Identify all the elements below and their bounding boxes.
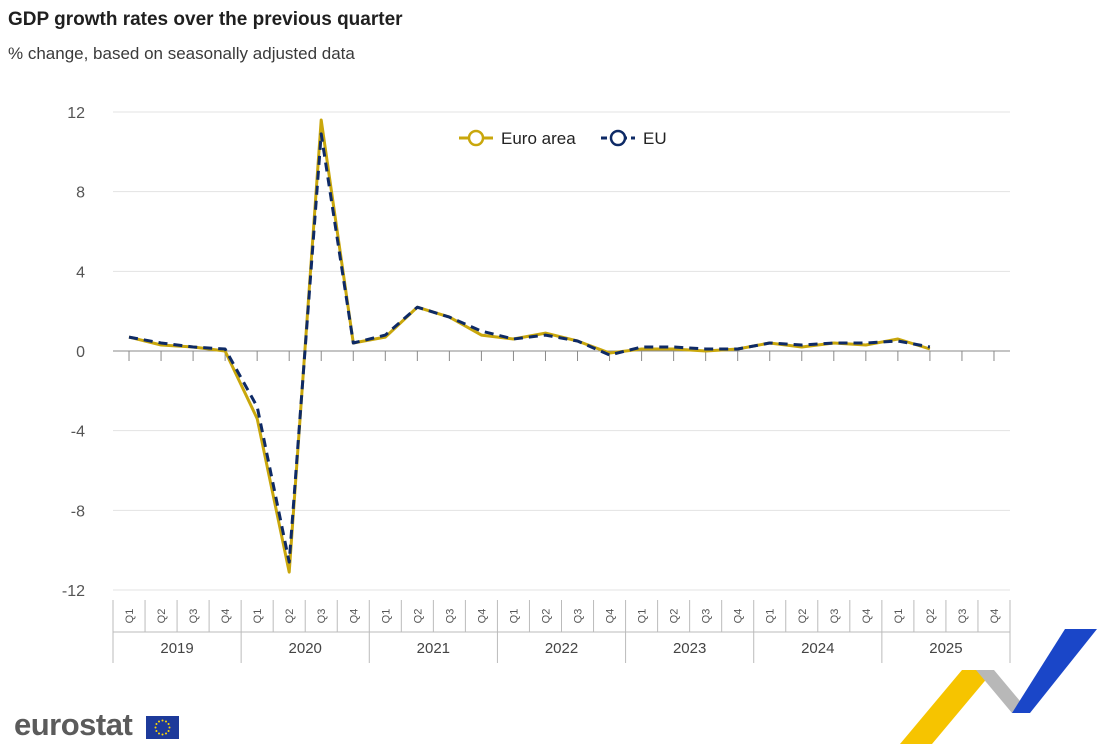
y-tick-label: 0 (76, 344, 85, 361)
quarter-tick-label: Q2 (797, 609, 809, 624)
y-axis: 12 8 4 0 -4 -8 -12 (62, 105, 85, 600)
flag-star (167, 723, 170, 725)
flag-star (155, 723, 158, 725)
year-tick-label: 2025 (929, 640, 962, 657)
quarter-tick-label: Q1 (637, 609, 649, 624)
flag-star (165, 732, 167, 735)
quarter-tick-label: Q4 (348, 609, 360, 624)
quarter-tick-label: Q1 (252, 609, 264, 624)
quarter-tick-label: Q2 (925, 609, 937, 624)
quarter-tick-label: Q1 (124, 609, 136, 624)
eu-flag-icon (146, 716, 179, 739)
eurostat-logo-text: eurostat (14, 707, 133, 742)
y-tick-label: -4 (71, 424, 85, 441)
quarter-tick-label: Q3 (701, 609, 713, 624)
quarter-tick-label: Q3 (188, 609, 200, 624)
flag-star (168, 726, 171, 729)
year-tick-label: 2023 (673, 640, 706, 657)
quarter-tick-label: Q2 (412, 609, 424, 624)
year-tick-label: 2019 (160, 640, 193, 657)
y-tick-label: -8 (71, 503, 85, 520)
legend-circle-marker (467, 129, 485, 147)
legend-circle-marker (609, 129, 627, 147)
y-tick-label: 8 (76, 185, 85, 202)
flag-star (167, 730, 170, 732)
legend-item-label: Euro area (501, 129, 576, 148)
series-line-euro-area (128, 118, 931, 574)
y-tick-label: 4 (76, 264, 85, 281)
flag-star (158, 720, 160, 723)
quarter-tick-label: Q3 (957, 609, 969, 624)
legend: Euro area EU (459, 129, 667, 148)
year-tick-label: 2024 (801, 640, 834, 657)
x-axis: Q1 Q2 Q3 Q4 2019 Q1 Q2 Q3 Q4 2020 Q1 Q2 Q3 Q4 2021 Q1 Q2… (112, 350, 1011, 663)
quarter-tick-label: Q2 (669, 609, 681, 624)
quarter-tick-label: Q4 (476, 609, 488, 624)
flag-star (161, 733, 164, 736)
quarter-tick-label: Q3 (444, 609, 456, 624)
year-tick-label: 2022 (545, 640, 578, 657)
flag-star (161, 719, 164, 722)
quarter-tick-label: Q2 (284, 609, 296, 624)
quarter-tick-label: Q3 (316, 609, 328, 624)
quarter-tick-label: Q1 (765, 609, 777, 624)
eurostat-ribbon-icon (900, 629, 1097, 744)
quarter-tick-label: Q4 (733, 609, 745, 624)
y-tick-label: 12 (67, 105, 85, 122)
quarter-tick-label: Q1 (893, 609, 905, 624)
y-tick-label: -12 (62, 583, 85, 600)
flag-star (165, 720, 167, 723)
year-tick-label: 2021 (417, 640, 450, 657)
quarter-tick-label: Q3 (829, 609, 841, 624)
quarter-tick-label: Q4 (220, 609, 232, 624)
series-lines (128, 118, 931, 574)
quarter-tick-label: Q1 (380, 609, 392, 624)
quarter-tick-label: Q3 (573, 609, 585, 624)
flag-star (154, 726, 157, 729)
flag-star (158, 732, 160, 735)
quarter-tick-label: Q2 (156, 609, 168, 624)
quarter-tick-label: Q4 (605, 609, 617, 624)
quarter-tick-label: Q4 (989, 609, 1001, 624)
quarter-tick-label: Q4 (861, 609, 873, 624)
quarter-tick-label: Q1 (508, 609, 520, 624)
chart-subtitle: % change, based on seasonally adjusted d… (8, 44, 355, 63)
quarter-tick-label: Q2 (540, 609, 552, 624)
year-tick-label: 2020 (289, 640, 322, 657)
legend-item-label: EU (643, 129, 667, 148)
flag-star (155, 730, 158, 732)
chart-title: GDP growth rates over the previous quart… (8, 9, 403, 30)
series-line-eu (128, 132, 931, 564)
